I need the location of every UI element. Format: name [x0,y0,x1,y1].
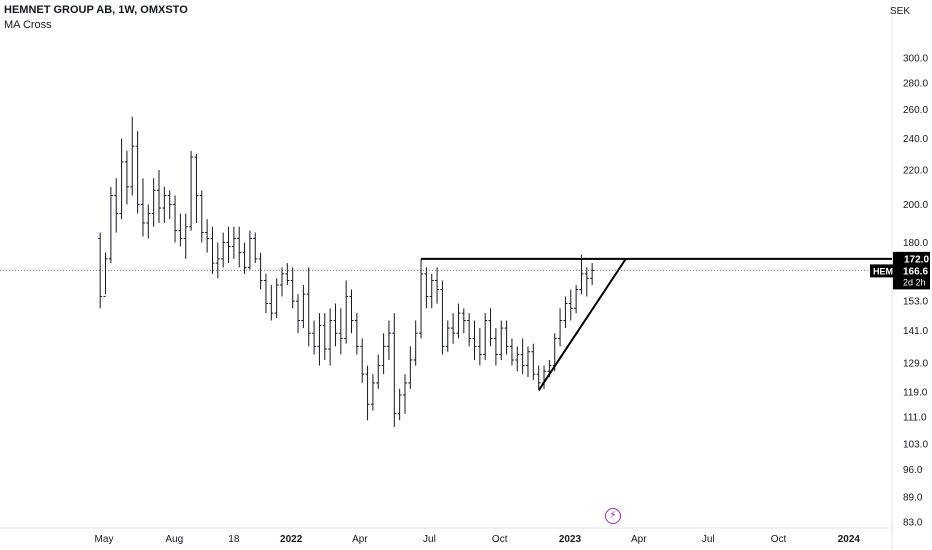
price-tick-label: 280.0 [903,78,928,89]
time-tick-label: Oct [492,534,508,545]
time-tick-label: Apr [631,534,647,545]
time-tick-label: 2024 [838,534,861,545]
time-tick-label: Oct [771,534,787,545]
price-tick-label: 83.0 [903,518,923,529]
level-price-label: 172.0 [893,251,930,265]
price-tick-label: 111.0 [903,413,927,424]
symbol-title[interactable]: HEMNET GROUP AB, 1W, OMXSTO [4,4,188,16]
ascending-trend-line[interactable] [537,258,627,391]
symbol-badge-text: HEM [873,266,893,276]
price-tick-label: 200.0 [903,200,928,211]
indicator-label[interactable]: MA Cross [4,19,52,31]
chart-legend[interactable]: HEMNET GROUP AB, 1W, OMXSTO MA Cross [4,4,188,31]
time-tick-label: 2022 [280,534,303,545]
ohlc-series [98,116,595,427]
time-tick-label: 18 [228,534,240,545]
price-tick-label: 129.0 [903,358,928,369]
price-tick-label: 141.0 [903,326,928,337]
time-tick-label: Apr [352,534,368,545]
countdown-timer: 2d 2h [903,277,926,287]
time-tick-label: 2023 [559,534,582,545]
lightning-bolt-icon[interactable]: ⚡ [605,508,621,524]
last-price-value: 166.6 [903,266,928,277]
currency-label: SEK [889,6,910,17]
price-tick-label: 220.0 [903,165,928,176]
time-tick-label: Jul [423,534,436,545]
time-axis[interactable]: May Aug 18 2022 Apr Jul Oct 2023 Apr Jul Oct 2024 [95,534,861,545]
last-price-label: 166.6 2d 2h [893,264,930,290]
time-tick-label: Aug [165,534,183,545]
price-tick-label: 180.0 [903,238,928,249]
time-tick-label: May [95,534,114,545]
price-tick-label: 96.0 [903,465,923,476]
level-price-value: 172.0 [904,254,929,265]
price-tick-label: 119.0 [903,387,928,398]
symbol-badge: HEM [870,264,893,278]
time-tick-label: Jul [702,534,715,545]
price-tick-label: 103.0 [903,440,928,451]
price-tick-label: 153.0 [903,297,928,308]
price-tick-label: 300.0 [903,54,928,65]
price-tick-label: 240.0 [903,134,928,145]
price-tick-label: 260.0 [903,105,928,116]
price-tick-label: 89.0 [903,492,923,503]
price-axis[interactable]: 300.0 280.0 260.0 240.0 220.0 200.0 180.0 153.0… [903,54,928,529]
